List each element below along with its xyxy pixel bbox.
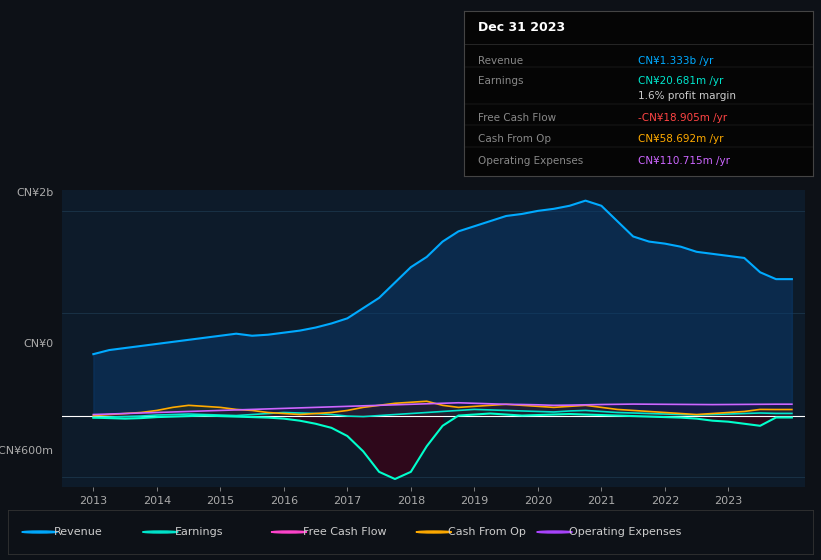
Text: Revenue: Revenue: [478, 56, 523, 66]
Text: Earnings: Earnings: [175, 527, 223, 537]
Text: Revenue: Revenue: [54, 527, 103, 537]
Text: -CN¥600m: -CN¥600m: [0, 446, 53, 456]
Text: CN¥110.715m /yr: CN¥110.715m /yr: [639, 156, 731, 166]
Text: Cash From Op: Cash From Op: [448, 527, 526, 537]
Circle shape: [416, 531, 452, 533]
Text: CN¥0: CN¥0: [23, 339, 53, 349]
Text: Operating Expenses: Operating Expenses: [569, 527, 681, 537]
Text: CN¥20.681m /yr: CN¥20.681m /yr: [639, 76, 723, 86]
Circle shape: [143, 531, 178, 533]
Circle shape: [22, 531, 57, 533]
Text: CN¥2b: CN¥2b: [16, 188, 53, 198]
Text: CN¥1.333b /yr: CN¥1.333b /yr: [639, 56, 713, 66]
Text: Free Cash Flow: Free Cash Flow: [478, 113, 556, 123]
Text: Operating Expenses: Operating Expenses: [478, 156, 583, 166]
Circle shape: [537, 531, 572, 533]
Text: Free Cash Flow: Free Cash Flow: [304, 527, 388, 537]
Text: Dec 31 2023: Dec 31 2023: [478, 21, 565, 34]
Text: -CN¥18.905m /yr: -CN¥18.905m /yr: [639, 113, 727, 123]
Text: Cash From Op: Cash From Op: [478, 134, 551, 144]
Text: 1.6% profit margin: 1.6% profit margin: [639, 91, 736, 101]
Text: CN¥58.692m /yr: CN¥58.692m /yr: [639, 134, 724, 144]
Circle shape: [271, 531, 307, 533]
Text: Earnings: Earnings: [478, 76, 523, 86]
